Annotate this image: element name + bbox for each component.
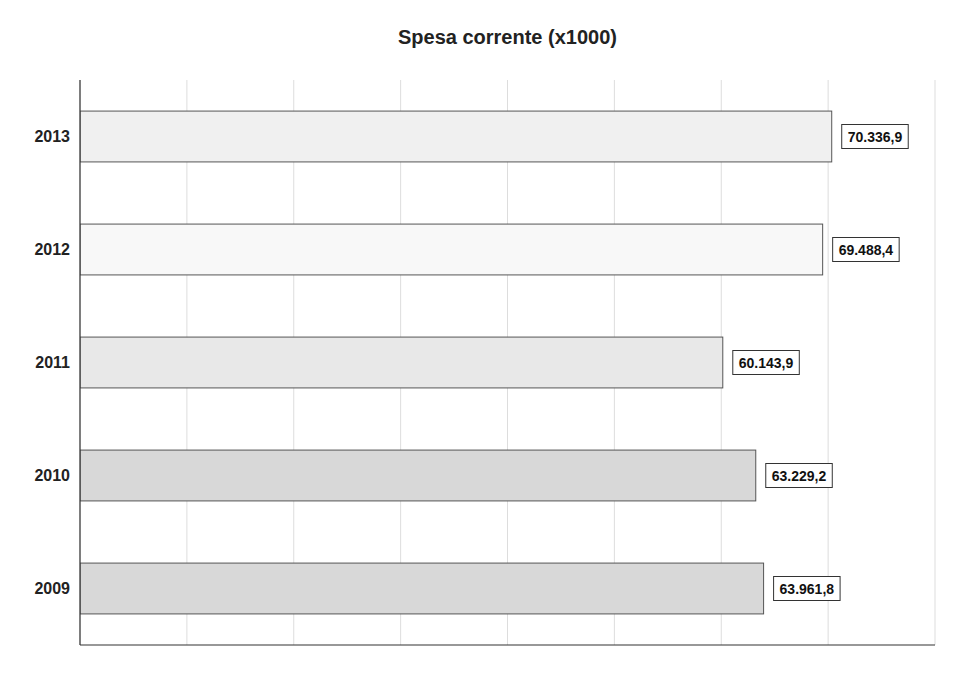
y-tick-label: 2011 <box>35 354 70 371</box>
chart-container: Spesa corrente (x1000) 2009 2010 2011 2012 20… <box>0 0 975 685</box>
y-tick-label: 2013 <box>34 128 70 145</box>
data-label-group: 60.143,9 <box>733 351 800 375</box>
bar <box>80 111 832 162</box>
bar <box>80 450 756 501</box>
y-tick-label: 2010 <box>34 467 70 484</box>
chart-title: Spesa corrente (x1000) <box>398 26 617 48</box>
data-label-box <box>733 351 800 375</box>
data-label: 69.488,4 <box>839 242 894 258</box>
grid-line <box>935 80 936 645</box>
data-label-group: 63.229,2 <box>766 464 833 488</box>
y-axis-line <box>79 80 80 645</box>
data-label: 70.336,9 <box>848 129 903 145</box>
data-label: 60.143,9 <box>739 355 794 371</box>
data-label-group: 70.336,9 <box>842 125 909 149</box>
grid <box>80 80 935 645</box>
data-label-box <box>842 125 909 149</box>
data-label: 63.229,2 <box>772 468 827 484</box>
data-labels: 63.961,8 63.229,2 60.143,9 69.488,4 70.336,9 <box>733 125 908 601</box>
grid-line <box>828 80 829 645</box>
data-label-box <box>774 577 841 601</box>
bar <box>80 563 764 614</box>
grid-line <box>80 80 81 645</box>
data-label-group: 63.961,8 <box>774 577 841 601</box>
data-label-group: 69.488,4 <box>833 238 900 262</box>
x-axis-line <box>80 644 935 645</box>
data-label-box <box>833 238 900 262</box>
bar <box>80 224 823 275</box>
data-label: 63.961,8 <box>780 581 835 597</box>
y-tick-label: 2012 <box>34 241 70 258</box>
data-label-box <box>766 464 833 488</box>
bars <box>80 111 832 614</box>
y-tick-label: 2009 <box>34 580 70 597</box>
bar <box>80 337 723 388</box>
chart-svg: Spesa corrente (x1000) 2009 2010 2011 2012 20… <box>0 0 975 685</box>
